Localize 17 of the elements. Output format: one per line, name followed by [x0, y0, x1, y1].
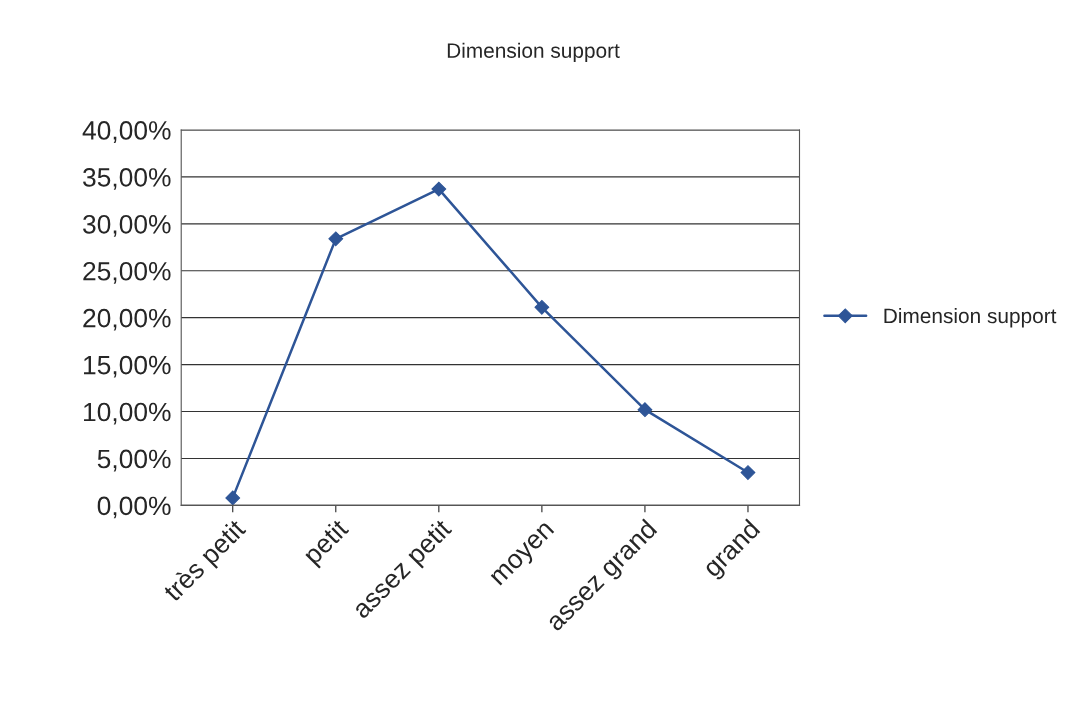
point [740, 465, 756, 480]
y-tick-label: 30,00% [83, 214, 171, 237]
y-tick-label: 40,00% [82, 121, 171, 143]
point [637, 402, 653, 418]
point [534, 299, 550, 315]
y-tick-label: 25,00% [83, 261, 171, 284]
y-tick-label: 20,00% [83, 308, 171, 331]
point [328, 231, 344, 247]
chart-title: Dimension support [447, 42, 620, 63]
point [431, 181, 447, 197]
y-tick-label: 10,00% [84, 402, 171, 425]
point [225, 490, 241, 506]
y-tick-label: 0,00% [97, 496, 171, 519]
y-tick-label: 35,00% [83, 168, 171, 190]
y-tick-label: 15,00% [84, 355, 171, 378]
y-tick-label: 5,00% [97, 449, 171, 472]
legend-label: Dimension support [884, 307, 1057, 328]
